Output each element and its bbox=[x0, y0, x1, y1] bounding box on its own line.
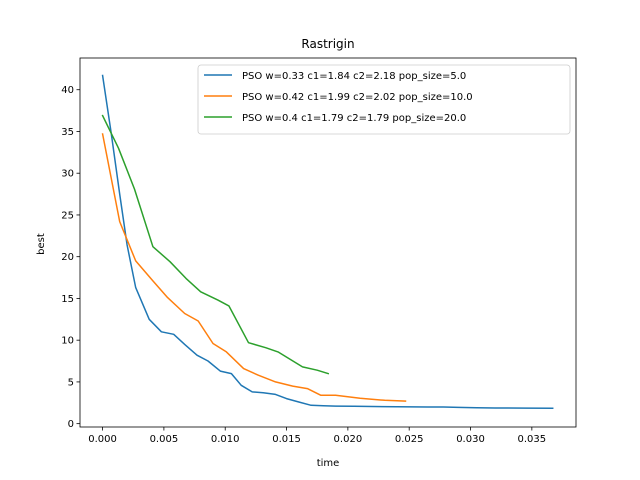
chart-title: Rastrigin bbox=[301, 37, 354, 51]
y-axis-label: best bbox=[36, 233, 47, 255]
y-tick-label: 35 bbox=[61, 127, 74, 138]
legend-entry: PSO w=0.42 c1=1.99 c2=2.02 pop_size=10.0 bbox=[242, 92, 473, 103]
legend bbox=[197, 64, 571, 135]
x-tick-label: 0.035 bbox=[518, 434, 547, 445]
x-tick-label: 0.030 bbox=[456, 434, 485, 445]
x-tick-label: 0.015 bbox=[272, 434, 301, 445]
y-tick-label: 40 bbox=[61, 85, 74, 96]
x-axis-label: time bbox=[317, 458, 340, 469]
y-tick-label: 15 bbox=[61, 294, 74, 305]
x-tick-label: 0.020 bbox=[334, 434, 363, 445]
y-tick-label: 30 bbox=[61, 169, 74, 180]
y-tick-label: 20 bbox=[61, 252, 74, 263]
x-tick-label: 0.000 bbox=[88, 434, 117, 445]
x-tick-label: 0.010 bbox=[211, 434, 240, 445]
y-tick-label: 25 bbox=[61, 210, 74, 221]
plot-area: 0.000 0.005 0.010 0.015 0.020 0.025 0.030 0.035… bbox=[61, 57, 577, 445]
series-line-3 bbox=[101, 114, 330, 375]
y-tick-label: 5 bbox=[68, 377, 74, 388]
series-line-2 bbox=[101, 133, 407, 402]
legend-entry: PSO w=0.4 c1=1.79 c2=1.79 pop_size=20.0 bbox=[242, 113, 466, 124]
x-tick-label: 0.025 bbox=[395, 434, 424, 445]
series-line-1 bbox=[101, 74, 554, 409]
x-tick-label: 0.005 bbox=[150, 434, 179, 445]
y-tick-label: 10 bbox=[61, 336, 74, 347]
axes-frame bbox=[79, 57, 577, 428]
y-tick-label: 0 bbox=[68, 419, 74, 430]
legend-entry: PSO w=0.33 c1=1.84 c2=2.18 pop_size=5.0 bbox=[242, 71, 466, 82]
